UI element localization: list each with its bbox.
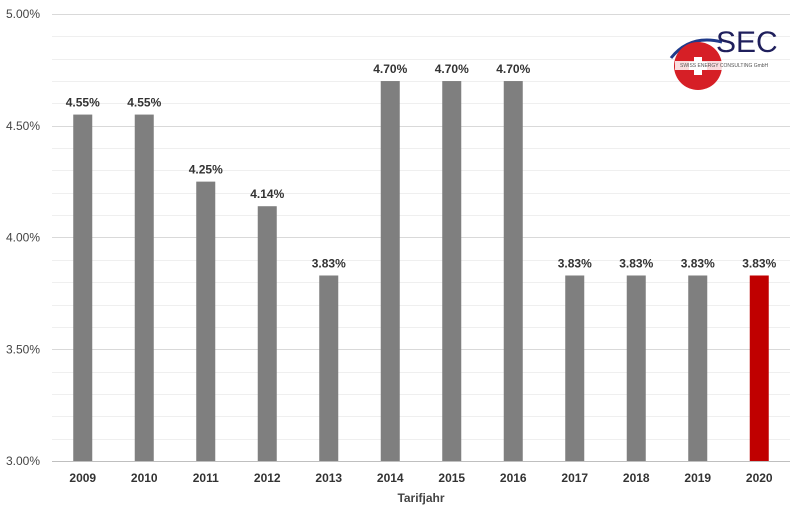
y-tick-label: 3.00% xyxy=(6,454,40,468)
bars xyxy=(73,81,769,462)
gridlines xyxy=(52,14,790,440)
y-axis-ticks: 3.00% 3.50% 4.00% 4.50% 5.00% xyxy=(6,7,40,468)
x-tick-label-2009: 2009 xyxy=(69,471,96,485)
x-axis-ticks: 2009 2010 2011 2012 2013 2014 2015 2016 2017 2018… xyxy=(69,471,773,485)
bar-2011 xyxy=(196,181,216,461)
logo-subtitle: SWISS ENERGY CONSULTING GmbH xyxy=(680,63,769,69)
data-label-2013: 3.83% xyxy=(312,256,346,270)
x-axis-label: Tarifjahr xyxy=(397,491,444,505)
data-label-2009: 4.55% xyxy=(66,96,100,110)
data-label-2017: 3.83% xyxy=(558,256,592,270)
data-label-2019: 3.83% xyxy=(681,256,715,270)
bar-2009 xyxy=(73,114,93,461)
x-tick-label-2015: 2015 xyxy=(438,471,465,485)
bar-2015 xyxy=(442,81,462,462)
bar-2013 xyxy=(319,275,339,461)
bar-2020 xyxy=(749,275,769,461)
y-tick-label: 3.50% xyxy=(6,342,40,356)
sec-logo: SEC SWISS ENERGY CONSULTING GmbH xyxy=(669,26,778,90)
bar-2010 xyxy=(134,114,154,461)
x-tick-label-2019: 2019 xyxy=(684,471,711,485)
x-tick-label-2011: 2011 xyxy=(193,471,219,485)
x-tick-label-2014: 2014 xyxy=(377,471,404,485)
x-tick-label-2020: 2020 xyxy=(746,471,773,485)
x-tick-label-2010: 2010 xyxy=(131,471,158,485)
data-label-2020: 3.83% xyxy=(742,256,776,270)
logo-name: SEC xyxy=(716,26,778,59)
x-tick-label-2016: 2016 xyxy=(500,471,527,485)
y-tick-label: 4.50% xyxy=(6,119,40,133)
data-label-2015: 4.70% xyxy=(435,62,469,76)
x-tick-label-2013: 2013 xyxy=(315,471,342,485)
bar-2016 xyxy=(503,81,523,462)
x-tick-label-2017: 2017 xyxy=(561,471,588,485)
x-tick-label-2018: 2018 xyxy=(623,471,650,485)
bar-2014 xyxy=(380,81,400,462)
bar-2019 xyxy=(688,275,708,461)
x-tick-label-2012: 2012 xyxy=(254,471,281,485)
data-labels: 4.55% 4.55% 4.25% 4.14% 3.83% 4.70% 4.70% 4.70%… xyxy=(66,62,777,270)
data-label-2011: 4.25% xyxy=(189,163,223,177)
logo-subtitle-band xyxy=(675,61,771,70)
data-label-2016: 4.70% xyxy=(496,62,530,76)
bar-2017 xyxy=(565,275,585,461)
bar-2018 xyxy=(626,275,646,461)
data-label-2012: 4.14% xyxy=(250,187,284,201)
data-label-2010: 4.55% xyxy=(127,96,161,110)
data-label-2018: 3.83% xyxy=(619,256,653,270)
y-tick-label: 4.00% xyxy=(6,231,40,245)
data-label-2014: 4.70% xyxy=(373,62,407,76)
bar-2012 xyxy=(257,206,277,461)
y-tick-label: 5.00% xyxy=(6,7,40,21)
logo-swoosh-blue xyxy=(669,38,723,59)
